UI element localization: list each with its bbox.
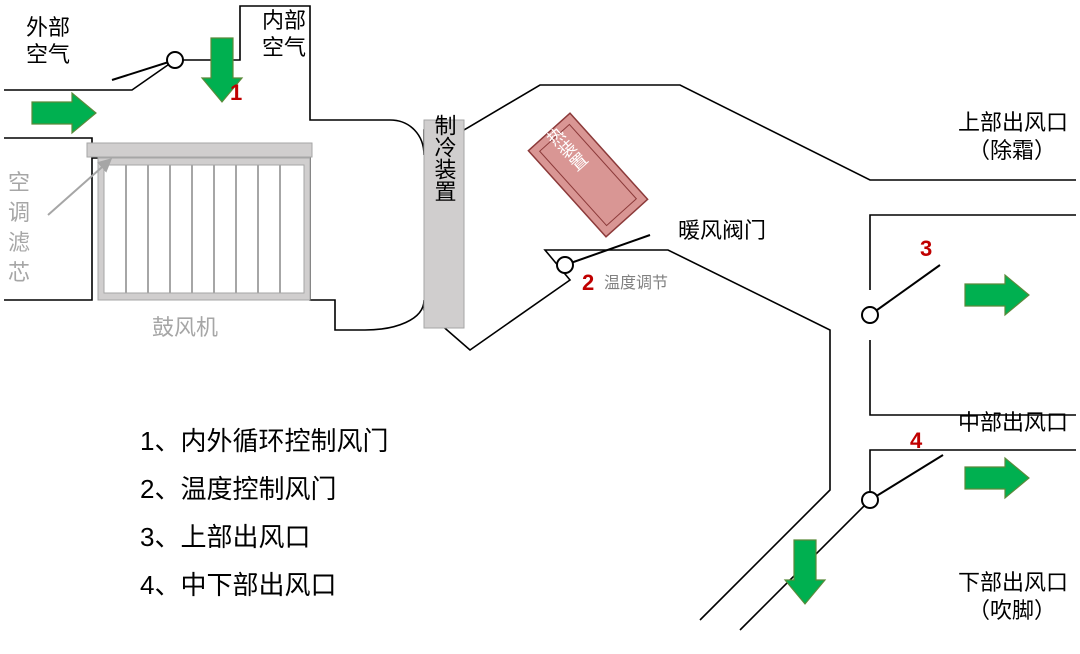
lower-outlet-label-2: （吹脚） [968,598,1056,623]
num-2: 2 [582,270,594,295]
legend-3: 3、上部出风口 [140,522,310,552]
int-air-label-2: 空气 [262,35,306,60]
arrow-lower-out [785,540,825,604]
filter-label-4: 芯 [8,260,30,285]
num-4: 4 [910,428,923,453]
filter-label-1: 空 [8,170,30,195]
flap-mid-lower [862,455,943,508]
ext-air-label-1: 外部 [26,15,70,40]
filter-label-3: 滤 [8,230,30,255]
upper-outlet-label-1: 上部出风口 [958,110,1068,135]
num-3: 3 [920,236,932,261]
heater-box: 制热装置 [516,100,647,237]
arrow-ext-in [32,93,96,133]
upper-outlet-label-2: （除霜） [968,138,1056,163]
arrow-upper-out [965,275,1029,315]
legend-2: 2、温度控制风门 [140,474,336,504]
int-air-label-1: 内部 [262,8,306,33]
legend-4: 4、中下部出风口 [140,570,336,600]
blower-filter [98,158,310,300]
temp-adj-label: 温度调节 [604,274,668,292]
mid-outlet-label: 中部出风口 [958,410,1068,435]
filter-label-2: 调 [8,200,30,225]
legend-1: 1、内外循环控制风门 [140,426,388,456]
blower-label: 鼓风机 [152,315,218,340]
filter-top-bar [87,143,312,157]
arrow-mid-out [965,458,1029,498]
heat-valve-label: 暖风阀门 [678,218,766,243]
flap-upper [862,265,940,323]
lower-outlet-label-1: 下部出风口 [958,570,1068,595]
flap-heater [557,235,650,273]
ext-air-label-2: 空气 [26,42,70,67]
cooler-box: 制冷装置 [424,114,464,328]
num-1: 1 [230,80,242,105]
flap-intake [112,52,183,80]
cooler-label: 制冷装置 [432,114,457,202]
